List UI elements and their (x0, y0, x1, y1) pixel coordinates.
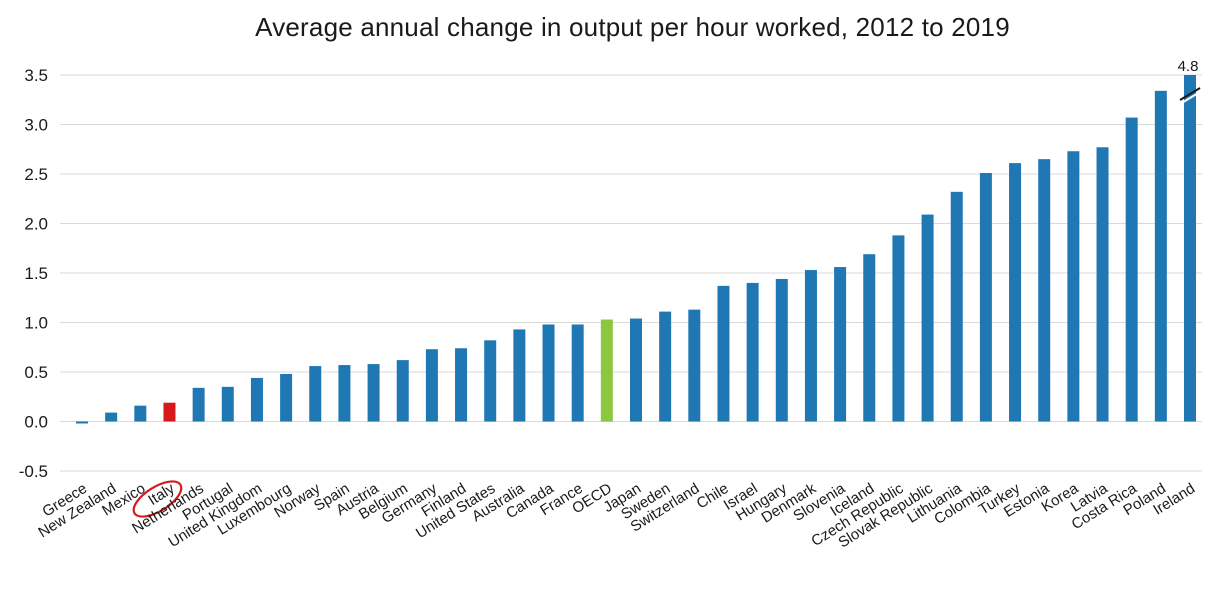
bar-costa-rica (1125, 117, 1138, 422)
axis-break-gap (1179, 91, 1201, 105)
bar-korea (1067, 151, 1080, 422)
bar-slovak-republic (921, 214, 934, 422)
bar-australia (513, 329, 526, 422)
bar-colombia (979, 173, 992, 422)
y-tick-label: 3.5 (24, 66, 48, 85)
bar-oecd (600, 319, 613, 422)
chart-title: Average annual change in output per hour… (255, 12, 1010, 42)
bars (76, 75, 1196, 424)
bar-denmark (804, 270, 817, 422)
bar-italy (163, 402, 176, 422)
bar-france (571, 324, 584, 422)
bar-spain (338, 365, 351, 422)
axis-break-value-label: 4.8 (1178, 58, 1199, 75)
bar-mexico (134, 405, 147, 422)
bar-czech-republic (892, 235, 905, 422)
bar-israel (746, 282, 759, 422)
bar-latvia (1096, 147, 1109, 422)
bar-austria (367, 364, 380, 422)
bar-switzerland (688, 309, 701, 422)
y-tick-label: -0.5 (19, 462, 48, 481)
y-tick-label: 1.0 (24, 314, 48, 333)
bar-slovenia (834, 267, 847, 422)
bar-portugal (221, 386, 234, 422)
annotations: 4.8 (1178, 58, 1201, 105)
bar-belgium (396, 360, 409, 422)
bar-sweden (659, 311, 672, 422)
bar-finland (455, 348, 468, 422)
bar-new-zealand (105, 412, 118, 422)
axis-break-mark (1179, 87, 1201, 101)
bar-united-states (484, 340, 497, 422)
bar-hungary (775, 278, 788, 422)
bar-lithuania (950, 191, 963, 422)
y-tick-label: 2.5 (24, 165, 48, 184)
bar-netherlands (192, 387, 205, 422)
bar-chile (717, 285, 730, 422)
bar-greece (76, 421, 88, 424)
bar-luxembourg (280, 373, 293, 422)
y-tick-label: 2.0 (24, 215, 48, 234)
bar-iceland (863, 254, 876, 422)
y-axis-ticks: 3.5 3.0 2.5 2.0 1.5 1.0 0.5 0.0 -0.5 (19, 66, 48, 481)
y-tick-label: 3.0 (24, 116, 48, 135)
bar-united-kingdom (250, 377, 263, 422)
y-tick-label: 0.0 (24, 413, 48, 432)
bar-japan (630, 318, 642, 422)
highlight-circle (132, 480, 183, 518)
bar-canada (542, 324, 555, 422)
bar-ireland (1184, 75, 1196, 422)
bar-turkey (1009, 163, 1022, 422)
bar-estonia (1038, 159, 1051, 422)
bar-germany (425, 349, 438, 422)
bar-poland (1154, 90, 1167, 422)
y-tick-label: 0.5 (24, 363, 48, 382)
bar-norway (309, 366, 322, 422)
y-tick-label: 1.5 (24, 264, 48, 283)
